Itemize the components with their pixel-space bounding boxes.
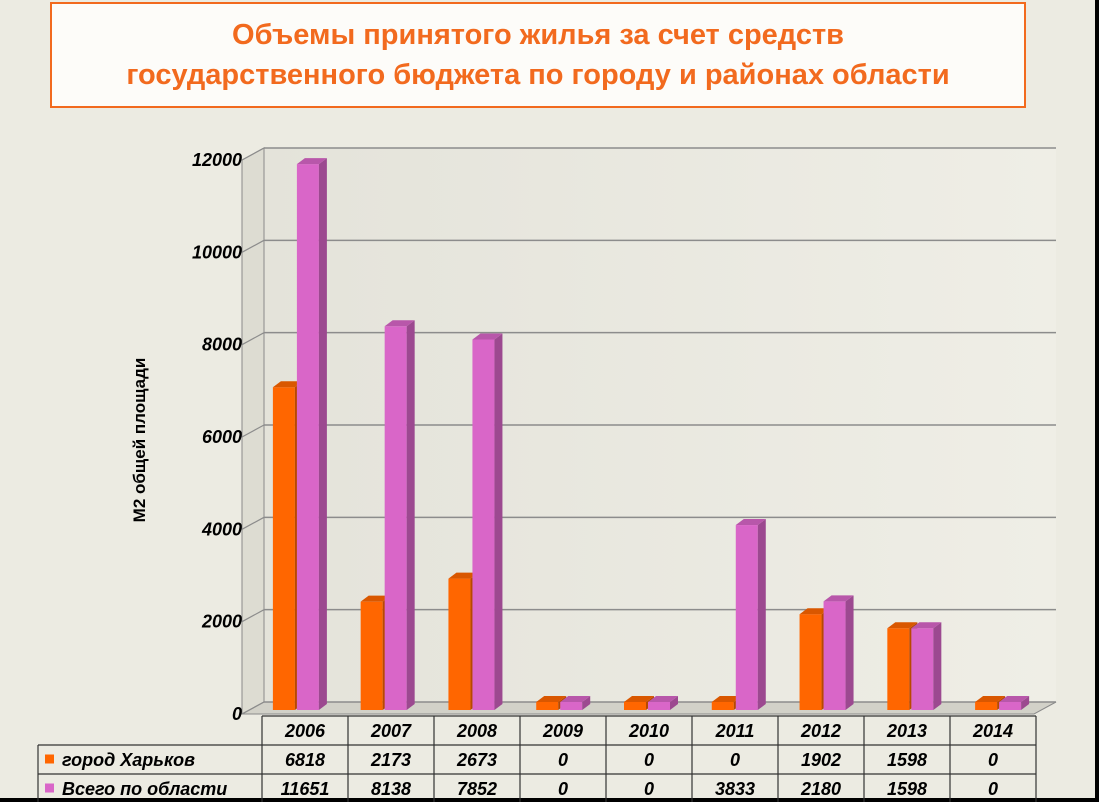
x-tick-label: 2011 xyxy=(715,721,755,741)
y-tick-label: 0 xyxy=(232,704,242,724)
table-cell: 11651 xyxy=(281,779,330,799)
table-cell: 0 xyxy=(988,779,998,799)
legend-entry: Всего по области xyxy=(62,779,227,799)
legend-entry: город Харьков xyxy=(62,750,195,770)
bar-oblast-2007 xyxy=(384,320,415,710)
gridline-side xyxy=(241,239,265,253)
y-tick-label: 4000 xyxy=(201,519,242,539)
table-cell: 1902 xyxy=(801,750,841,770)
x-tick-label: 2006 xyxy=(284,721,326,741)
bar-oblast-2012 xyxy=(823,595,854,710)
table-cell: 7852 xyxy=(457,779,497,799)
table-cell: 0 xyxy=(644,779,654,799)
table-cell: 1598 xyxy=(887,779,927,799)
gridline-side xyxy=(241,332,265,346)
gridline-side xyxy=(241,701,265,715)
table-cell: 2173 xyxy=(370,750,411,770)
chart-title-line-1: Объемы принятого жилья за счет средств xyxy=(232,19,844,51)
bar-oblast-2014 xyxy=(999,696,1030,710)
chart-title-line-2: государственного бюджета по городу и рай… xyxy=(126,59,950,91)
y-tick-label: 12000 xyxy=(192,150,242,170)
y-tick-label: 10000 xyxy=(192,242,242,262)
x-tick-label: 2012 xyxy=(800,721,841,741)
bar-oblast-2011 xyxy=(735,519,766,710)
chart-title: Объемы принятого жилья за счет средств г… xyxy=(50,2,1026,108)
bar-oblast-2010 xyxy=(648,696,678,710)
table-cell: 0 xyxy=(644,750,654,770)
bar-oblast-2006 xyxy=(296,158,327,710)
x-tick-label: 2008 xyxy=(456,721,497,741)
table-cell: 3833 xyxy=(715,779,755,799)
x-tick-label: 2014 xyxy=(972,721,1013,741)
legend-swatch xyxy=(45,754,54,764)
legend-swatch xyxy=(45,783,54,793)
table-cell: 1598 xyxy=(887,750,927,770)
x-tick-label: 2010 xyxy=(628,721,669,741)
table-cell: 2673 xyxy=(456,750,497,770)
x-tick-label: 2013 xyxy=(886,721,927,741)
y-tick-label: 6000 xyxy=(202,427,242,447)
gridline-side xyxy=(241,147,265,161)
table-cell: 0 xyxy=(730,750,740,770)
gridline-side xyxy=(241,516,265,530)
bar-oblast-2013 xyxy=(911,622,942,710)
y-tick-label: 8000 xyxy=(202,335,242,355)
table-cell: 2180 xyxy=(800,779,841,799)
y-axis-label: М2 общей площади xyxy=(130,358,149,523)
table-cell: 0 xyxy=(558,750,568,770)
gridline-side xyxy=(241,609,265,623)
gridline-side xyxy=(241,424,265,438)
x-tick-label: 2009 xyxy=(542,721,583,741)
y-tick-label: 2000 xyxy=(201,612,242,632)
x-tick-label: 2007 xyxy=(370,721,412,741)
table-cell: 0 xyxy=(988,750,998,770)
table-cell: 8138 xyxy=(371,779,411,799)
table-cell: 6818 xyxy=(285,750,325,770)
bar-oblast-2008 xyxy=(472,333,503,710)
table-cell: 0 xyxy=(558,779,568,799)
bar-oblast-2009 xyxy=(560,696,591,710)
